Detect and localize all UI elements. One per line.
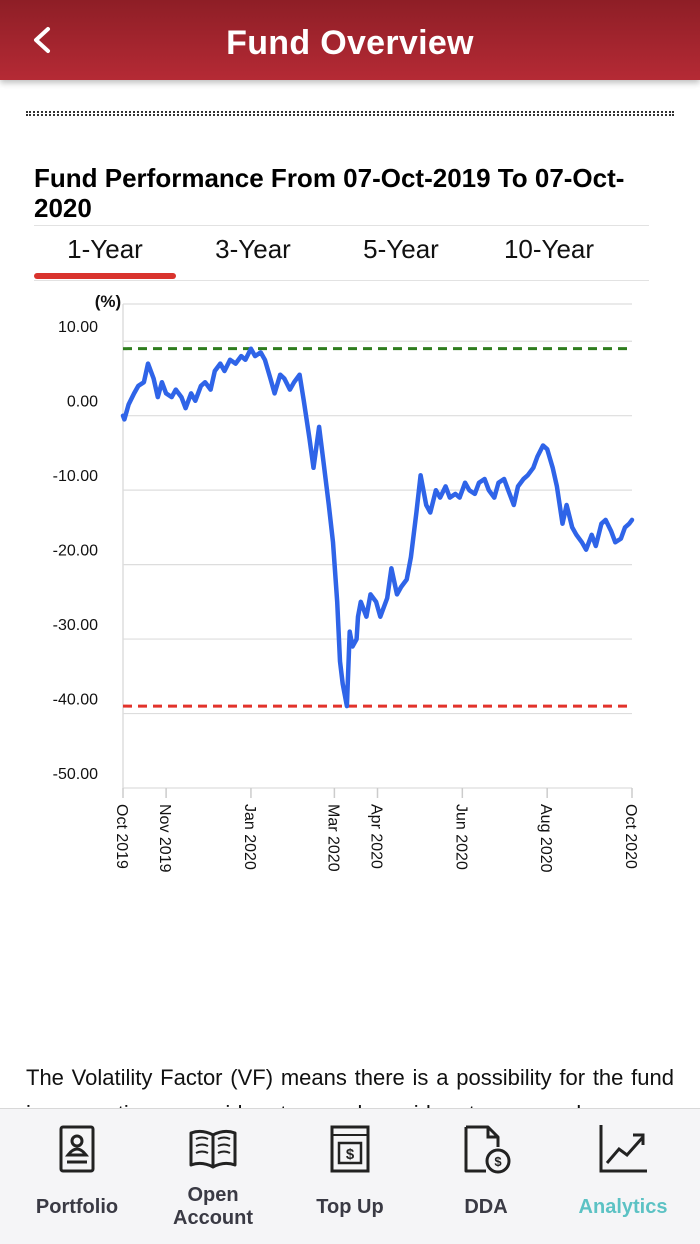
performance-chart: 10.00 0.00 -10.00 -20.00 -30.00 -40.00 -50.00 (…	[53, 292, 639, 873]
period-tabs: 1-Year 3-Year 5-Year 10-Year	[34, 225, 649, 281]
back-arrow-icon[interactable]	[29, 25, 55, 55]
back-button[interactable]	[22, 20, 62, 60]
nav-open-account-label-line2: Account	[173, 1207, 253, 1229]
y-tick-label: -30.00	[53, 617, 98, 634]
tab-5-year[interactable]: 5-Year	[363, 234, 439, 264]
nav-analytics-label: Analytics	[578, 1196, 668, 1218]
tab-3-year[interactable]: 3-Year	[215, 234, 291, 264]
y-axis-label: (%)	[95, 292, 121, 311]
x-tick-label: Jun 2020	[452, 804, 469, 870]
nav-open-account[interactable]: Open Account	[143, 1109, 283, 1244]
app-header: Fund Overview	[0, 0, 700, 80]
x-tick-label: Aug 2020	[537, 804, 554, 873]
performance-title: Fund Performance From 07-Oct-2019 To 07-…	[34, 163, 625, 223]
x-tick-label: Jan 2020	[241, 804, 258, 870]
divider	[26, 111, 674, 116]
nav-portfolio[interactable]: Portfolio	[7, 1109, 147, 1244]
performance-line	[120, 346, 635, 709]
x-tick-label: Mar 2020	[324, 804, 341, 872]
svg-text:$: $	[346, 1146, 355, 1163]
page-title: Fund Overview	[226, 24, 474, 62]
y-tick-label: -50.00	[53, 766, 98, 783]
nav-top-up-label: Top Up	[316, 1196, 384, 1218]
y-tick-label: -40.00	[53, 692, 98, 709]
nav-open-account-label-line1: Open	[187, 1184, 239, 1206]
x-tick-label: Nov 2019	[156, 804, 173, 873]
nav-analytics[interactable]: Analytics	[553, 1109, 693, 1244]
x-tick-label: Oct 2019	[113, 804, 130, 869]
nav-dda[interactable]: $ DDA	[416, 1109, 556, 1244]
nav-top-up[interactable]: $ Top Up	[280, 1109, 420, 1244]
open-book-icon	[189, 1129, 237, 1169]
nav-portfolio-label: Portfolio	[35, 1196, 119, 1218]
x-tick-label: Oct 2020	[622, 804, 639, 869]
x-tick-label: Apr 2020	[368, 804, 385, 869]
y-tick-label: 0.00	[67, 394, 98, 411]
top-up-icon: $	[330, 1125, 370, 1173]
tab-10-year[interactable]: 10-Year	[503, 234, 595, 264]
dda-icon: $	[464, 1125, 511, 1174]
analytics-icon	[599, 1125, 647, 1173]
svg-text:$: $	[494, 1154, 502, 1169]
tab-1-year[interactable]: 1-Year	[34, 226, 176, 280]
portfolio-icon	[59, 1125, 95, 1173]
y-tick-label: -20.00	[53, 543, 98, 560]
bottom-navigation: Portfolio Open Account $ Top Up $ DDA	[0, 1108, 700, 1244]
nav-dda-label: DDA	[464, 1196, 508, 1218]
y-tick-label: -10.00	[53, 468, 98, 485]
y-tick-label: 10.00	[58, 319, 98, 336]
